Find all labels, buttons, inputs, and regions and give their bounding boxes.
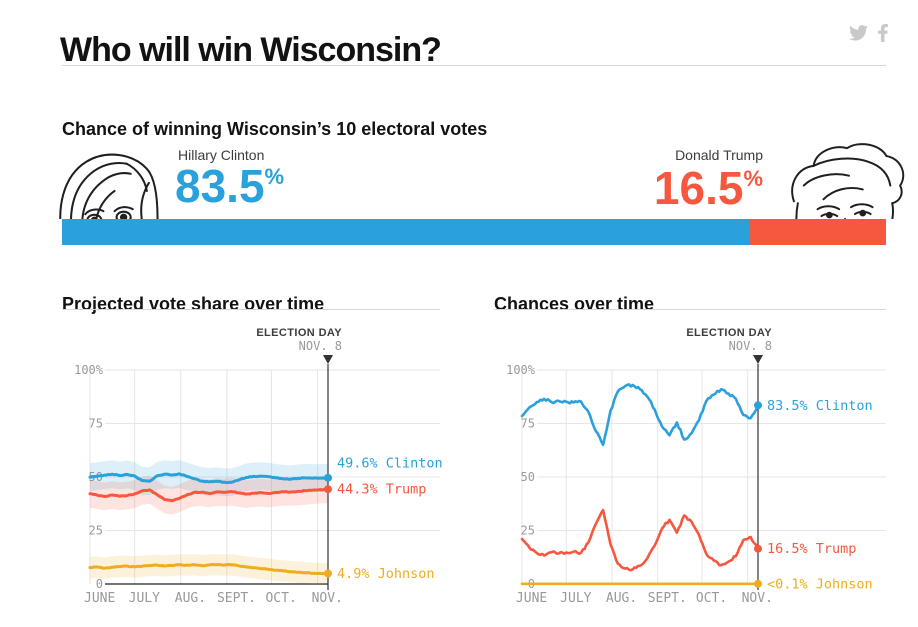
- svg-text:AUG.: AUG.: [175, 591, 206, 606]
- svg-text:ELECTION DAY: ELECTION DAY: [686, 327, 772, 339]
- title-divider: [62, 65, 886, 66]
- chances-divider: [494, 309, 886, 310]
- social-share-buttons: [849, 24, 888, 42]
- clinton-percent-sign: %: [264, 164, 285, 189]
- clinton-name: Hillary Clinton: [178, 147, 265, 163]
- vote-share-chart-title: Projected vote share over time: [62, 293, 325, 314]
- svg-text:100%: 100%: [506, 363, 536, 377]
- svg-text:OCT.: OCT.: [265, 591, 296, 606]
- clinton-bar-segment: [62, 219, 751, 245]
- svg-text:50: 50: [521, 470, 535, 484]
- svg-text:SEPT.: SEPT.: [217, 591, 256, 606]
- chance-bar: [62, 219, 886, 245]
- page-title: Who will win Wisconsin?: [60, 30, 442, 69]
- svg-text:49.6% Clinton: 49.6% Clinton: [337, 456, 443, 472]
- svg-text:0: 0: [96, 577, 103, 591]
- svg-text:75: 75: [521, 417, 535, 431]
- trump-illustration: [790, 141, 908, 219]
- svg-text:<0.1% Johnson: <0.1% Johnson: [767, 576, 873, 592]
- svg-text:AUG.: AUG.: [606, 591, 637, 606]
- svg-text:75: 75: [89, 417, 103, 431]
- svg-text:JUNE: JUNE: [516, 591, 547, 606]
- svg-text:JULY: JULY: [560, 591, 591, 606]
- facebook-share-icon[interactable]: [878, 24, 888, 42]
- vote-share-divider: [62, 309, 440, 310]
- trump-chance: 16.5%: [654, 165, 763, 211]
- svg-text:44.3% Trump: 44.3% Trump: [337, 482, 426, 498]
- chances-chart-title: Chances over time: [494, 293, 655, 314]
- svg-text:16.5% Trump: 16.5% Trump: [767, 541, 856, 557]
- svg-text:4.9% Johnson: 4.9% Johnson: [337, 566, 435, 582]
- clinton-illustration: [56, 146, 162, 219]
- trump-name: Donald Trump: [675, 147, 763, 163]
- svg-text:NOV. 8: NOV. 8: [299, 339, 342, 353]
- svg-text:25: 25: [521, 524, 535, 538]
- trump-chance-value: 16.5: [653, 162, 744, 214]
- svg-text:83.5% Clinton: 83.5% Clinton: [767, 398, 873, 414]
- clinton-chance-value: 83.5: [175, 160, 265, 212]
- clinton-chance: 83.5%: [175, 163, 284, 209]
- svg-text:NOV. 8: NOV. 8: [729, 339, 772, 353]
- trump-bar-segment: [750, 219, 886, 245]
- svg-text:100%: 100%: [74, 363, 104, 377]
- svg-text:25: 25: [89, 524, 103, 538]
- svg-text:JULY: JULY: [129, 591, 160, 606]
- svg-text:NOV.: NOV.: [742, 591, 773, 606]
- svg-text:JUNE: JUNE: [84, 591, 115, 606]
- svg-text:ELECTION DAY: ELECTION DAY: [256, 327, 342, 339]
- forecast-heading: Chance of winning Wisconsin’s 10 elector…: [62, 118, 488, 139]
- svg-text:NOV.: NOV.: [312, 591, 343, 606]
- svg-text:SEPT.: SEPT.: [648, 591, 687, 606]
- svg-text:OCT.: OCT.: [696, 591, 727, 606]
- trump-block: Donald Trump 16.5%: [654, 147, 763, 211]
- trump-percent-sign: %: [743, 166, 763, 191]
- twitter-share-icon[interactable]: [849, 25, 868, 41]
